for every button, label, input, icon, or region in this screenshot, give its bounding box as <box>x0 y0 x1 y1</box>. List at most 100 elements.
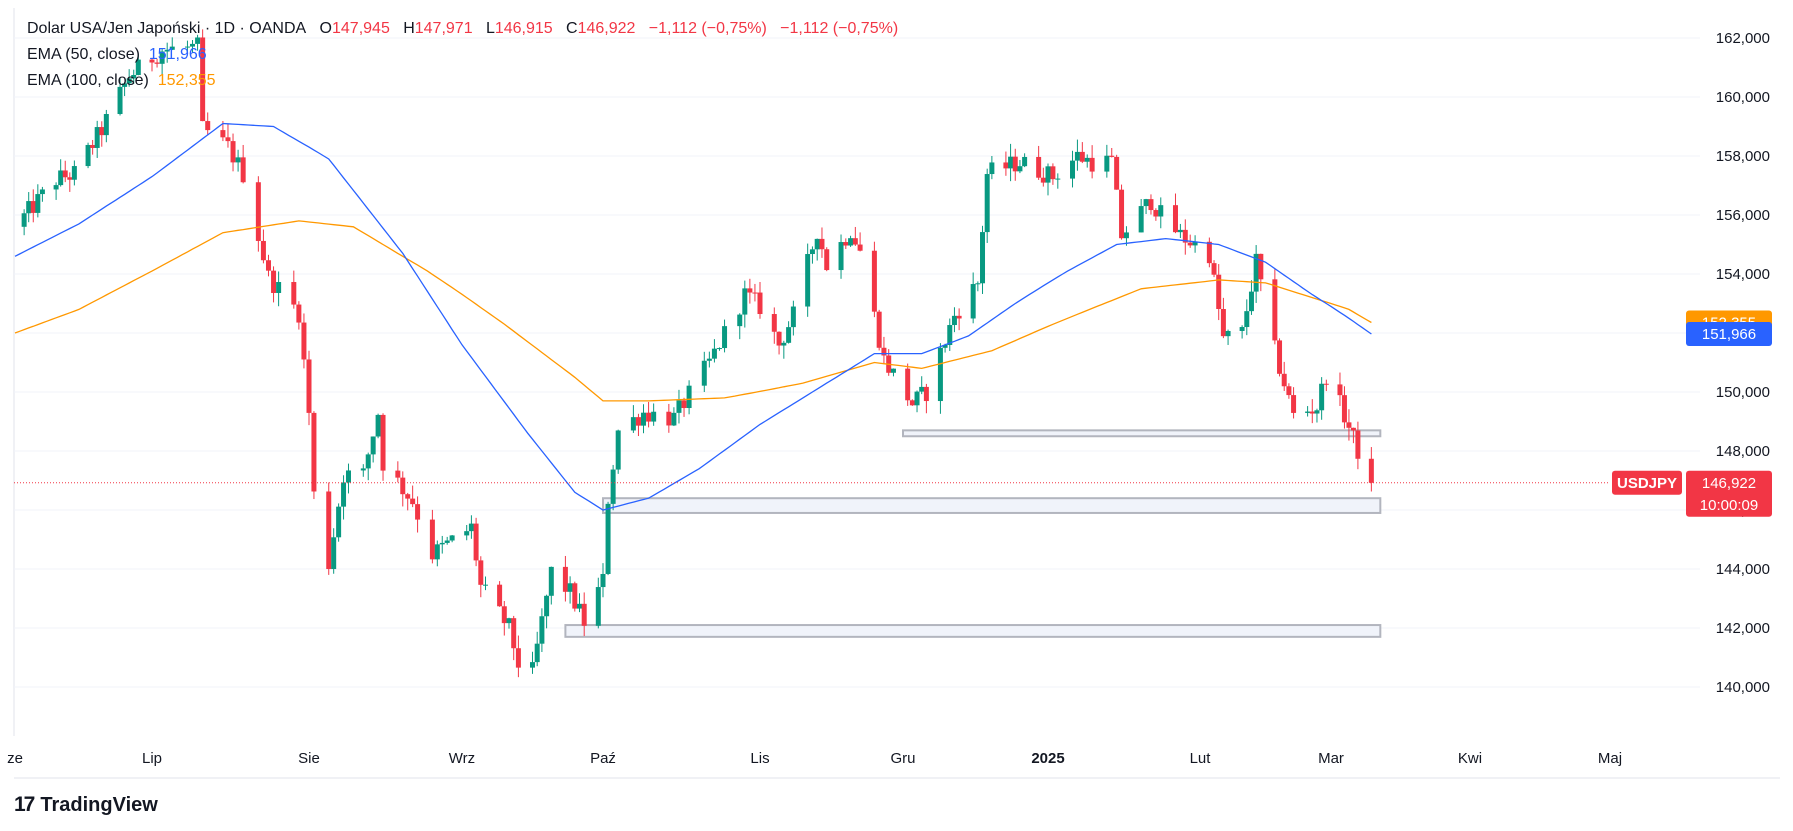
y-tick-label: 144,000 <box>1716 561 1770 578</box>
candle-body <box>58 170 64 186</box>
candle-body <box>942 344 948 348</box>
candle-body <box>651 411 657 422</box>
candle-body <box>1192 241 1198 246</box>
candle-body <box>449 535 455 541</box>
candle-body <box>956 315 962 319</box>
candle-body <box>548 566 554 596</box>
candle-body <box>577 603 582 609</box>
candle-body <box>947 325 953 345</box>
candle-body <box>970 284 976 319</box>
candle-body <box>1281 373 1287 387</box>
candle-body <box>923 386 929 402</box>
candle-body <box>771 314 777 332</box>
candle-body <box>1253 253 1259 292</box>
candle-body <box>1239 327 1245 331</box>
candle-body <box>126 78 132 84</box>
x-tick-label: Lis <box>750 750 769 767</box>
candle-body <box>90 144 96 148</box>
candle-body <box>1258 253 1264 280</box>
candle-body <box>360 468 366 471</box>
candle-body <box>225 137 231 142</box>
candle-body <box>871 250 877 312</box>
candle-body <box>1277 340 1283 374</box>
symbol-tag-label: USDJPY <box>1617 475 1677 492</box>
x-tick-label: Sie <box>298 750 320 767</box>
candle-body <box>567 583 573 592</box>
candle-body <box>1350 427 1356 431</box>
candle-body <box>843 242 849 246</box>
candle-body <box>737 314 743 327</box>
candle-body <box>265 260 271 271</box>
candle-body <box>600 573 606 588</box>
y-tick-label: 156,000 <box>1716 207 1770 224</box>
symbol-title[interactable]: Dolar USA/Jen Japoński · 1D · OANDA <box>27 20 307 37</box>
open-label: O <box>319 20 332 37</box>
candle-body <box>805 254 811 307</box>
candle-body <box>1323 383 1329 385</box>
ema100-legend[interactable]: EMA (100, close) 152,355 <box>27 68 898 94</box>
tradingview-wordmark: TradingView <box>40 793 158 816</box>
candle-body <box>99 127 105 136</box>
candle-body <box>1036 156 1042 178</box>
time-axis[interactable]: ze Lip Sie Wrz Paź Lis Gru 2025 Lut Mar Kwi Maj <box>7 750 1622 767</box>
candle-body <box>1177 229 1183 233</box>
candle-body <box>857 244 863 251</box>
candle-body <box>534 643 540 663</box>
candle-body <box>1158 205 1164 217</box>
candle-body <box>53 185 59 190</box>
candle-body <box>1172 205 1178 233</box>
candle-body <box>1109 155 1115 157</box>
y-tick-label: 142,000 <box>1716 620 1770 637</box>
ema-lines <box>14 122 1372 511</box>
countdown-label: 10:00:09 <box>1700 497 1758 514</box>
candle-body <box>1079 151 1085 162</box>
candle-body <box>415 504 421 520</box>
tradingview-logo[interactable]: 17 TradingView <box>14 793 158 817</box>
candle-body <box>306 359 312 413</box>
candle-body <box>380 414 386 471</box>
candle-body <box>975 283 981 285</box>
symbol-legend[interactable]: Dolar USA/Jen Japoński · 1D · OANDA O 147… <box>27 16 898 42</box>
price-axis[interactable]: 140,000142,000144,000146,000148,000150,0… <box>1716 30 1770 696</box>
candle-body <box>1017 166 1023 172</box>
candle-body <box>1337 384 1343 396</box>
candle-body <box>1104 155 1110 172</box>
candle-body <box>122 83 128 87</box>
candle-body <box>776 331 782 346</box>
candle-body <box>1040 177 1046 183</box>
candle-body <box>909 400 915 406</box>
y-tick-label: 140,000 <box>1716 679 1770 696</box>
candle-body <box>21 213 27 227</box>
last-price-tag <box>1686 470 1772 517</box>
candle-body <box>1346 422 1352 428</box>
ema100-label[interactable]: EMA (100, close) <box>27 72 149 89</box>
candle-body <box>1074 151 1080 161</box>
candle-body <box>814 238 820 250</box>
candle-body <box>1045 166 1051 183</box>
x-tick-label: Lip <box>142 750 162 767</box>
candle-body <box>1084 157 1090 162</box>
candle-body <box>468 523 474 532</box>
candle-body <box>951 315 957 326</box>
high-value: 147,971 <box>414 20 473 37</box>
candle-body <box>1216 274 1222 310</box>
high-label: H <box>403 20 415 37</box>
y-tick-label: 148,000 <box>1716 443 1770 460</box>
support-zone <box>902 429 1382 438</box>
candle-body <box>271 270 277 293</box>
candle-body <box>937 347 943 402</box>
candle-body <box>666 411 672 426</box>
x-tick-label: ze <box>7 750 23 767</box>
candle-body <box>296 304 302 323</box>
candle-body <box>515 648 521 668</box>
candle-body <box>195 37 201 44</box>
ema50-label[interactable]: EMA (50, close) <box>27 46 140 63</box>
candle-body <box>595 587 601 626</box>
candle-body <box>301 322 307 360</box>
ema50-legend[interactable]: EMA (50, close) 151,966 <box>27 42 898 68</box>
x-tick-label: Wrz <box>449 750 475 767</box>
candle-body <box>497 584 503 607</box>
x-tick-label: Lut <box>1190 750 1212 767</box>
candle-body <box>169 46 175 50</box>
